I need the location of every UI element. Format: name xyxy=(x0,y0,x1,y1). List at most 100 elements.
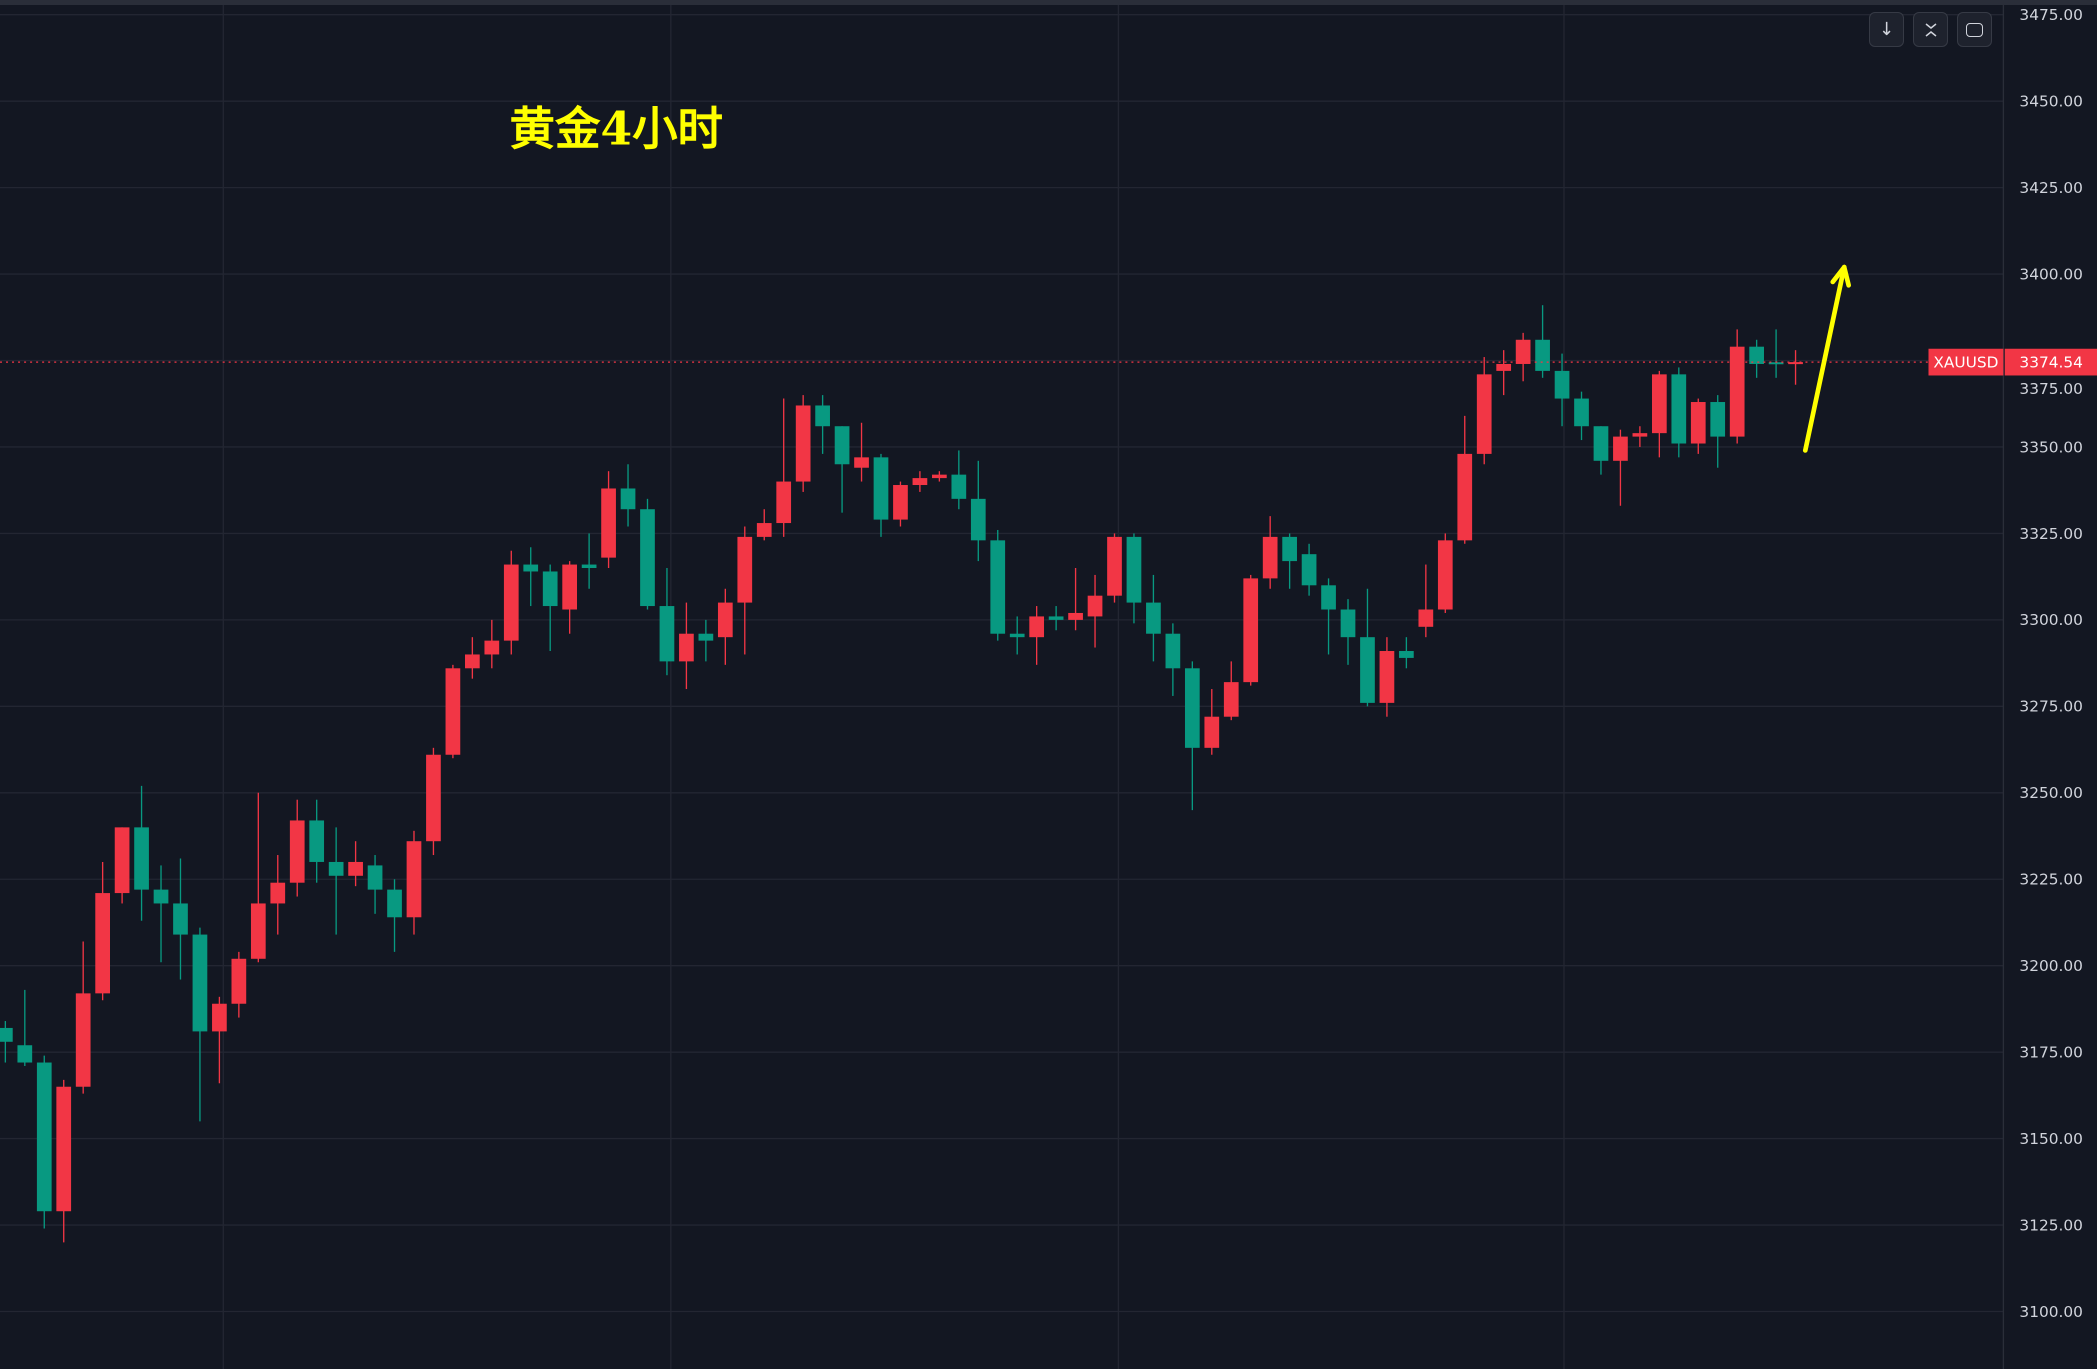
candle xyxy=(912,471,928,492)
candle xyxy=(75,941,91,1094)
candle xyxy=(834,426,850,513)
candle xyxy=(1457,415,1473,544)
candle-body xyxy=(1749,346,1764,364)
candle xyxy=(1690,398,1706,454)
candle xyxy=(795,395,811,492)
candle-body xyxy=(776,481,792,524)
candle-body xyxy=(1418,609,1434,627)
candle xyxy=(1029,606,1045,665)
candle-body xyxy=(231,958,247,1004)
y-tick-label: 3100.00 xyxy=(2019,1303,2083,1321)
candle xyxy=(1768,329,1784,378)
candle-body xyxy=(270,882,286,904)
candle xyxy=(951,450,967,510)
candle-body xyxy=(36,1062,52,1212)
chart-title: 黄金4小时 xyxy=(510,101,723,155)
candle xyxy=(173,858,188,980)
candle-body xyxy=(1048,616,1064,620)
candle xyxy=(367,855,383,914)
fullscreen-button[interactable] xyxy=(1957,12,1992,47)
candle xyxy=(1399,637,1414,669)
candle xyxy=(1671,367,1687,458)
candle xyxy=(620,464,636,527)
candle xyxy=(250,792,266,963)
candle xyxy=(542,564,558,652)
candle-body xyxy=(893,485,908,520)
collapse-button[interactable] xyxy=(1913,12,1948,47)
candle xyxy=(270,855,286,935)
y-tick-label: 3125.00 xyxy=(2019,1216,2083,1234)
candle-body xyxy=(1690,402,1706,444)
candle-body xyxy=(737,536,753,603)
candle xyxy=(737,526,753,655)
candle-body xyxy=(367,865,383,890)
candle xyxy=(309,799,325,883)
candle xyxy=(1146,574,1161,662)
candle-body xyxy=(114,827,130,894)
candle-body xyxy=(0,1027,13,1042)
candles xyxy=(0,305,1803,1243)
candle xyxy=(893,481,908,527)
candle-body xyxy=(192,934,208,1032)
price-axis[interactable] xyxy=(2003,0,2097,1369)
candle-body xyxy=(601,488,616,558)
candle-body xyxy=(309,820,325,862)
candle xyxy=(328,827,344,935)
y-tick-label: 3150.00 xyxy=(2019,1130,2083,1148)
candle-body xyxy=(1301,554,1317,586)
candle xyxy=(1301,543,1317,596)
candle-body xyxy=(1613,436,1628,461)
candle-body xyxy=(1379,651,1395,703)
candle xyxy=(854,422,869,482)
candle xyxy=(640,498,655,610)
candle-body xyxy=(717,602,733,638)
candle xyxy=(426,747,441,856)
collapse-icon xyxy=(1925,22,1936,37)
candle xyxy=(17,989,33,1066)
candle xyxy=(1593,426,1609,475)
y-tick-label: 3225.00 xyxy=(2019,871,2083,889)
last-price-label: XAUUSD 3374.54 xyxy=(1928,348,2097,376)
candle xyxy=(1340,599,1356,665)
candle xyxy=(1223,661,1239,721)
candle xyxy=(348,841,363,887)
y-tick-label: 3175.00 xyxy=(2019,1044,2083,1062)
candle xyxy=(445,664,461,759)
candle xyxy=(56,1079,72,1243)
candle-body xyxy=(1632,433,1648,437)
candle-body xyxy=(1009,633,1025,638)
candle xyxy=(192,927,208,1122)
candle xyxy=(1418,564,1434,638)
candle xyxy=(153,865,169,963)
candle xyxy=(970,460,986,562)
candle xyxy=(776,398,792,537)
y-tick-label: 3275.00 xyxy=(2019,698,2083,716)
candle-body xyxy=(815,405,830,427)
chart-controls: ↓ xyxy=(1869,12,1992,47)
price-axis-labels: 3100.00 3125.00 3150.00 3175.00 3200.00 3225.… xyxy=(2019,6,2083,1321)
candle-body xyxy=(795,405,811,482)
scroll-to-latest-button[interactable]: ↓ xyxy=(1869,12,1904,47)
symbol-label: XAUUSD xyxy=(1933,353,1998,371)
candle-body xyxy=(212,1003,227,1032)
candle-body xyxy=(465,654,480,669)
candle-body xyxy=(95,893,110,994)
candle xyxy=(698,619,714,662)
candle-body xyxy=(56,1086,72,1212)
candle-body xyxy=(1262,536,1278,579)
candle-body xyxy=(1593,426,1609,461)
candle-body xyxy=(484,640,500,655)
candle-body xyxy=(1321,585,1336,610)
candle xyxy=(1788,350,1803,385)
candle-body xyxy=(387,889,402,918)
candle-body xyxy=(1029,616,1045,638)
last-price-value: 3374.54 xyxy=(2019,353,2083,371)
candle xyxy=(503,550,519,655)
candle xyxy=(990,529,1006,641)
candle-body xyxy=(1360,637,1375,703)
candle xyxy=(1360,588,1375,707)
candle xyxy=(484,619,500,669)
candle xyxy=(932,471,947,482)
candle xyxy=(756,509,772,541)
